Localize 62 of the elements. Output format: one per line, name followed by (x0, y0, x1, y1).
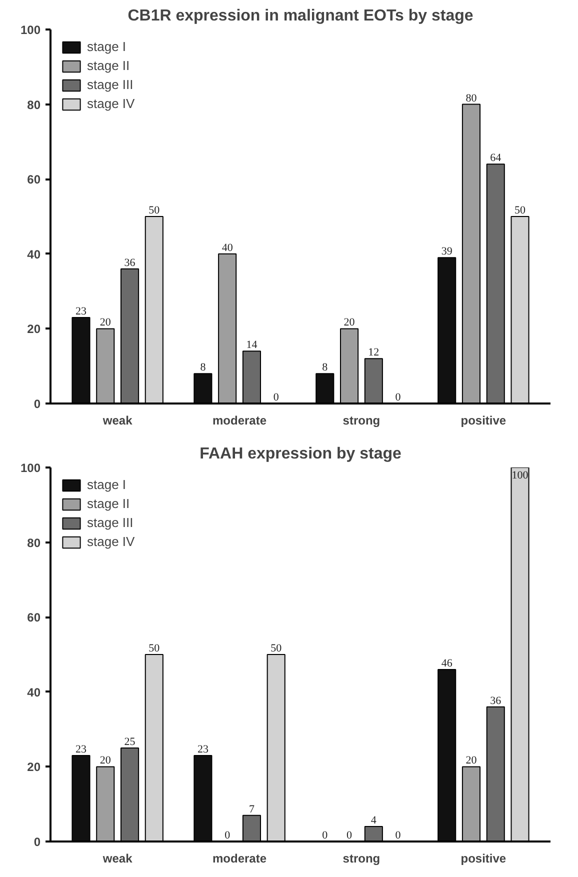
legend-label: stage II (87, 496, 130, 511)
data-label: 0 (224, 830, 231, 842)
data-label: 12 (368, 346, 380, 359)
x-tick-label: strong (342, 414, 380, 428)
y-tick-label: 40 (27, 247, 41, 262)
y-tick-label: 0 (34, 835, 41, 849)
data-label: 20 (100, 316, 112, 329)
y-tick-label: 80 (27, 98, 41, 112)
y-tick-label: 0 (34, 397, 41, 411)
data-label: 20 (100, 754, 112, 767)
data-label: 8 (322, 362, 328, 374)
legend-label: stage I (87, 477, 126, 492)
y-tick-label: 40 (27, 685, 41, 700)
data-label: 23 (75, 743, 87, 756)
data-label: 0 (273, 392, 280, 404)
chart-title: CB1R expression in malignant EOTs by stage (128, 8, 474, 24)
data-label: 50 (514, 204, 526, 216)
legend-label: stage III (87, 77, 134, 92)
data-label: 20 (466, 754, 478, 767)
y-tick-label: 20 (27, 322, 41, 336)
y-tick-label: 80 (27, 536, 41, 550)
data-label: 14 (246, 339, 258, 352)
y-tick-label: 100 (20, 461, 41, 475)
data-label: 50 (270, 642, 282, 654)
data-label: 0 (395, 392, 402, 404)
legend-label: stage III (87, 515, 134, 530)
data-label: 80 (466, 92, 478, 104)
x-tick-label: weak (102, 852, 133, 866)
data-label: 50 (148, 204, 160, 216)
data-label: 4 (370, 814, 377, 827)
data-label: 25 (124, 736, 136, 748)
y-tick-label: 60 (27, 172, 41, 187)
x-tick-label: moderate (212, 852, 267, 866)
data-label: 40 (222, 242, 234, 254)
x-tick-label: weak (102, 414, 133, 428)
legend-label: stage I (87, 39, 126, 54)
x-tick-label: positive (460, 852, 506, 866)
data-label: 36 (124, 256, 136, 269)
data-label: 0 (322, 830, 328, 842)
data-label: 8 (200, 362, 206, 374)
y-tick-label: 20 (27, 760, 41, 774)
data-label: 50 (148, 642, 160, 654)
data-label: 39 (441, 246, 453, 258)
data-label: 0 (346, 830, 353, 842)
legend-label: stage II (87, 58, 130, 73)
data-label: 23 (75, 305, 87, 318)
data-label: 0 (395, 830, 402, 842)
data-label: 20 (344, 316, 356, 329)
data-label: 36 (490, 694, 502, 707)
data-label: 100 (512, 470, 529, 482)
legend-label: stage IV (87, 534, 135, 549)
x-tick-label: strong (342, 852, 380, 866)
data-label: 23 (197, 743, 209, 756)
chart-title: FAAH expression by stage (200, 446, 402, 462)
data-label: 64 (490, 152, 502, 164)
data-label: 7 (248, 803, 255, 816)
y-tick-label: 100 (20, 23, 41, 37)
data-label: 46 (441, 657, 453, 670)
legend-label: stage IV (87, 96, 135, 111)
x-tick-label: positive (460, 414, 506, 428)
y-tick-label: 60 (27, 610, 41, 625)
x-tick-label: moderate (212, 414, 267, 428)
